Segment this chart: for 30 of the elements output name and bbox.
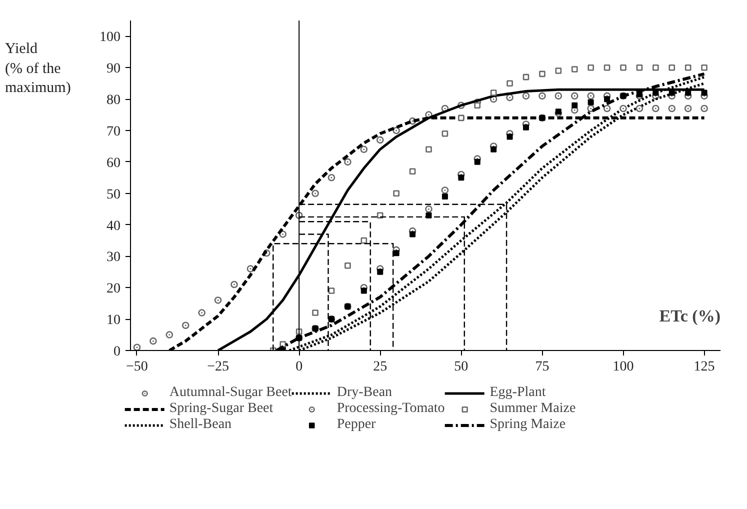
y-tick-label: 10	[106, 313, 120, 328]
legend-label: Pepper	[336, 417, 376, 433]
x-tick-label: 0	[296, 360, 303, 374]
y-tick-label: 90	[106, 62, 120, 77]
x-tick-label: −25	[207, 360, 229, 374]
legend-label: Egg-Plant	[490, 385, 546, 401]
y-tick-label: 20	[106, 282, 120, 297]
legend-label: Summer Maize	[490, 401, 576, 417]
x-tick-label: 100	[612, 360, 634, 374]
y-axis-title: Yield (% of the maximum)	[5, 40, 71, 98]
y-tick-label: 100	[100, 30, 120, 46]
y-tick-label: 60	[106, 156, 120, 171]
x-tick-label: 50	[454, 360, 468, 374]
legend-label: Shell-Bean	[169, 417, 232, 433]
y-tick-label: 80	[106, 93, 120, 108]
legend-label: Autumnal-Sugar Beet	[169, 385, 292, 401]
legend-label: Processing-Tomato	[336, 401, 445, 417]
x-tick-label: −50	[126, 360, 148, 374]
x-axis-title: ETc (%)	[659, 306, 721, 326]
y-tick-label: 50	[106, 187, 120, 202]
x-tick-label: 125	[694, 360, 715, 374]
y-tick-label: 0	[114, 344, 120, 360]
x-tick-label: 25	[373, 360, 388, 374]
y-tick-label: 40	[106, 218, 120, 234]
x-tick-label: 75	[535, 360, 550, 374]
legend-label: Spring-Sugar Beet	[169, 401, 274, 417]
legend-label: Dry-Bean	[336, 385, 392, 401]
y-tick-label: 70	[106, 124, 120, 140]
legend-label: Spring Maize	[490, 417, 566, 433]
y-tick-label: 30	[106, 250, 120, 266]
